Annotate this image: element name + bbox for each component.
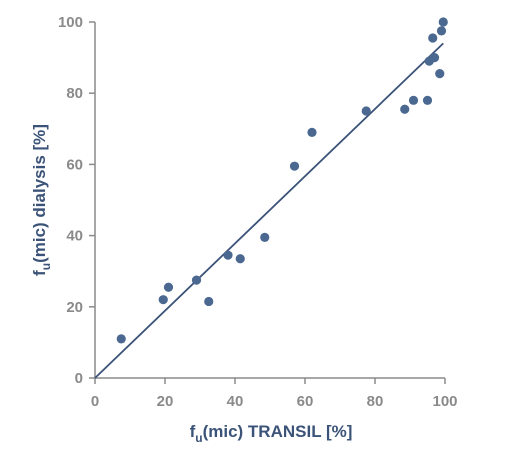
y-tick-label: 80: [66, 85, 83, 102]
data-point: [438, 17, 448, 27]
data-point: [223, 250, 233, 260]
trendline-group: [94, 42, 444, 379]
axes: [94, 22, 445, 379]
y-axis-ticks: 0 20 40 60 80 100: [58, 14, 95, 387]
data-point: [204, 296, 214, 307]
data-points: [116, 17, 448, 344]
x-tick-label: 100: [432, 393, 457, 410]
x-axis-title: fu(mic) TRANSIL [%]: [190, 422, 353, 445]
data-point: [163, 282, 174, 292]
x-tick-label: 60: [297, 393, 314, 410]
data-point: [428, 33, 438, 43]
data-point: [435, 69, 445, 79]
data-point: [307, 127, 317, 137]
y-tick-label: 20: [66, 299, 83, 316]
data-point: [408, 95, 419, 105]
x-tick-label: 0: [91, 393, 99, 410]
x-tick-label: 20: [157, 393, 174, 410]
data-point: [235, 254, 245, 264]
y-tick-label: 60: [66, 156, 83, 173]
data-point: [191, 275, 202, 285]
y-tick-label: 40: [66, 228, 83, 245]
x-tick-label: 80: [367, 393, 384, 410]
data-point: [260, 232, 270, 242]
y-tick-label: 0: [75, 370, 83, 387]
data-point: [422, 95, 433, 105]
data-point: [289, 161, 300, 171]
x-tick-label: 40: [227, 393, 244, 410]
y-tick-label: 100: [58, 14, 83, 31]
data-point: [436, 26, 447, 36]
data-point: [429, 53, 440, 63]
data-point: [116, 334, 126, 344]
x-axis-ticks: 0 20 40 60 80 100: [91, 378, 458, 410]
trendline: [94, 42, 444, 379]
data-point: [400, 104, 410, 114]
data-point: [158, 295, 168, 305]
y-axis-title: fu(mic) dialysis [%]: [30, 124, 53, 276]
data-point: [361, 106, 371, 116]
